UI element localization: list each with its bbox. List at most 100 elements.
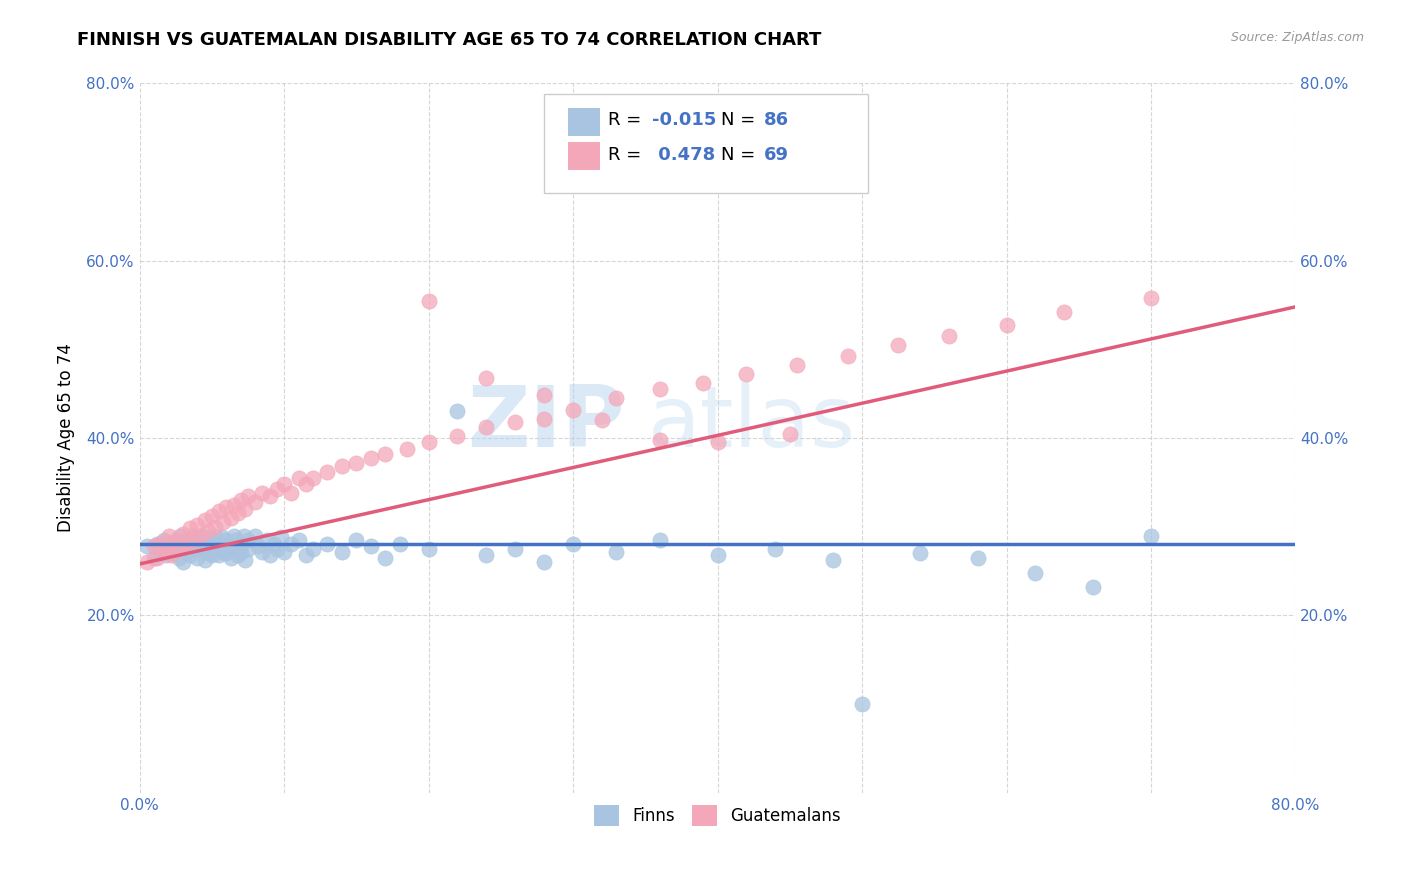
Point [179,537,201,551]
Point [294,477,316,491]
Point [176,544,198,558]
Point [186,517,208,532]
Point [219,511,242,525]
Text: atlas: atlas [648,383,856,466]
Point [995,318,1018,332]
Text: N =: N = [721,111,761,128]
Text: R =: R = [607,111,647,128]
Point [174,533,197,547]
Text: Source: ZipAtlas.com: Source: ZipAtlas.com [1230,31,1364,45]
Text: 69: 69 [763,146,789,164]
Point [245,528,267,542]
Point [212,544,235,558]
Point [388,537,411,551]
Point [266,541,288,556]
Point [143,539,166,553]
Point [160,535,183,549]
Point [446,404,468,418]
Point [167,541,190,556]
Point [229,544,252,558]
Point [374,447,396,461]
Point [1140,528,1163,542]
Point [172,541,194,556]
Point [201,548,224,562]
Point [851,697,873,711]
Point [648,433,671,447]
Point [273,544,295,558]
Point [167,550,190,565]
Point [205,541,228,556]
Point [263,537,285,551]
Point [155,548,177,562]
Point [823,553,845,567]
Point [259,548,281,562]
Point [197,533,219,547]
Point [533,411,555,425]
Point [157,528,180,542]
Point [779,426,801,441]
Point [201,537,224,551]
Point [908,546,931,560]
Point [533,388,555,402]
Point [706,435,728,450]
Point [179,548,201,562]
Point [330,459,353,474]
Point [191,528,214,542]
Point [181,533,204,547]
Point [165,539,187,553]
Point [735,368,758,382]
Point [160,548,183,562]
Point [1226,59,1249,73]
Point [233,553,256,567]
Point [475,548,498,562]
Point [218,537,240,551]
Point [302,541,325,556]
Point [233,502,256,516]
Point [1083,580,1105,594]
Y-axis label: Disability Age 65 to 74: Disability Age 65 to 74 [58,343,75,533]
Point [194,541,217,556]
Point [374,550,396,565]
Point [648,382,671,396]
Point [1053,305,1076,319]
Point [172,555,194,569]
Point [204,528,226,542]
Point [475,420,498,434]
Point [215,546,238,560]
Point [533,555,555,569]
Point [259,489,281,503]
Point [562,537,585,551]
Point [211,530,233,544]
Point [344,456,367,470]
Point [188,539,211,553]
Point [266,483,288,497]
FancyBboxPatch shape [568,142,600,170]
Point [966,550,988,565]
Point [273,477,295,491]
Point [157,541,180,556]
Point [135,555,157,569]
Point [475,371,498,385]
Point [204,519,226,533]
Legend: Finns, Guatemalans: Finns, Guatemalans [586,797,849,834]
Point [330,544,353,558]
FancyBboxPatch shape [568,108,600,136]
Point [280,486,302,500]
Point [162,546,184,560]
Point [155,544,177,558]
Point [186,535,208,549]
Point [229,493,252,508]
Point [222,541,245,556]
Point [287,533,309,547]
Point [503,415,526,429]
Text: ZIP: ZIP [467,383,626,466]
Point [222,528,245,542]
Point [146,537,169,551]
Point [562,402,585,417]
Point [229,537,252,551]
Point [252,486,274,500]
Point [236,489,259,503]
Point [181,528,204,542]
Point [591,413,613,427]
Point [837,350,859,364]
